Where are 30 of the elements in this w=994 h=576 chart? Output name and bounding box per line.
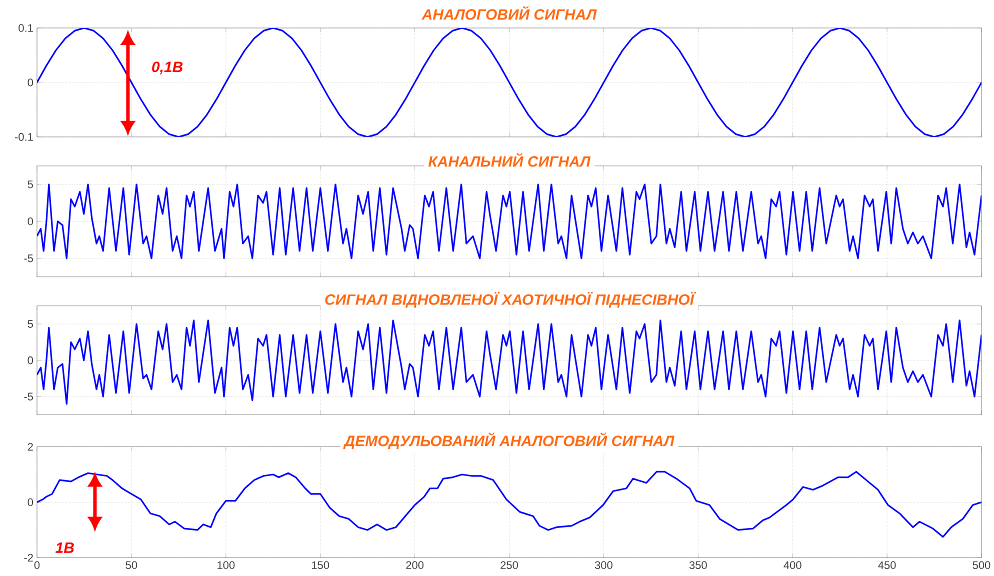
x-tick-label: 150 (312, 561, 330, 570)
y-tick-label: 2 (28, 443, 33, 451)
x-tick-label: 500 (972, 561, 990, 570)
x-tick-label: 450 (878, 561, 896, 570)
x-tick-label: 400 (784, 561, 802, 570)
y-tick-label: -5 (24, 392, 33, 401)
y-tick-label: -5 (24, 254, 33, 262)
chart-title: АНАЛОГОВИЙ СИГНАЛ (422, 6, 597, 20)
x-tick-label: 300 (594, 561, 612, 570)
y-tick-label: 0 (28, 78, 34, 86)
y-tick-label: 0 (28, 498, 34, 506)
x-tick-label: 0 (34, 561, 40, 570)
y-tick-label: -0.1 (14, 133, 33, 141)
x-tick-label: 50 (126, 561, 138, 570)
x-tick-label: 200 (406, 561, 424, 570)
chart-title: ДЕМОДУЛЬОВАНИЙ АНАЛОГОВИЙ СИГНАЛ (343, 432, 674, 450)
x-tick-label: 100 (218, 561, 235, 570)
line-series (36, 320, 982, 405)
chart-title: СИГНАЛ ВІДНОВЛЕНОЇ ХАОТИЧНОЇ ПІДНЕСІВНОЇ (325, 292, 696, 308)
annotation: 0,1В (152, 62, 183, 74)
y-tick-label: 5 (28, 320, 33, 328)
y-tick-label: 0.1 (18, 24, 33, 32)
y-tick-label: 5 (28, 180, 33, 188)
x-tick-label: 350 (689, 561, 707, 570)
chart-title: КАНАЛЬНИЙ СИГНАЛ (428, 153, 591, 167)
y-tick-label: 0 (28, 218, 34, 226)
annotation: 1В (56, 542, 74, 554)
x-tick-label: 250 (500, 561, 518, 570)
y-tick-label: 0 (28, 356, 34, 364)
y-tick-label: -2 (24, 554, 33, 562)
